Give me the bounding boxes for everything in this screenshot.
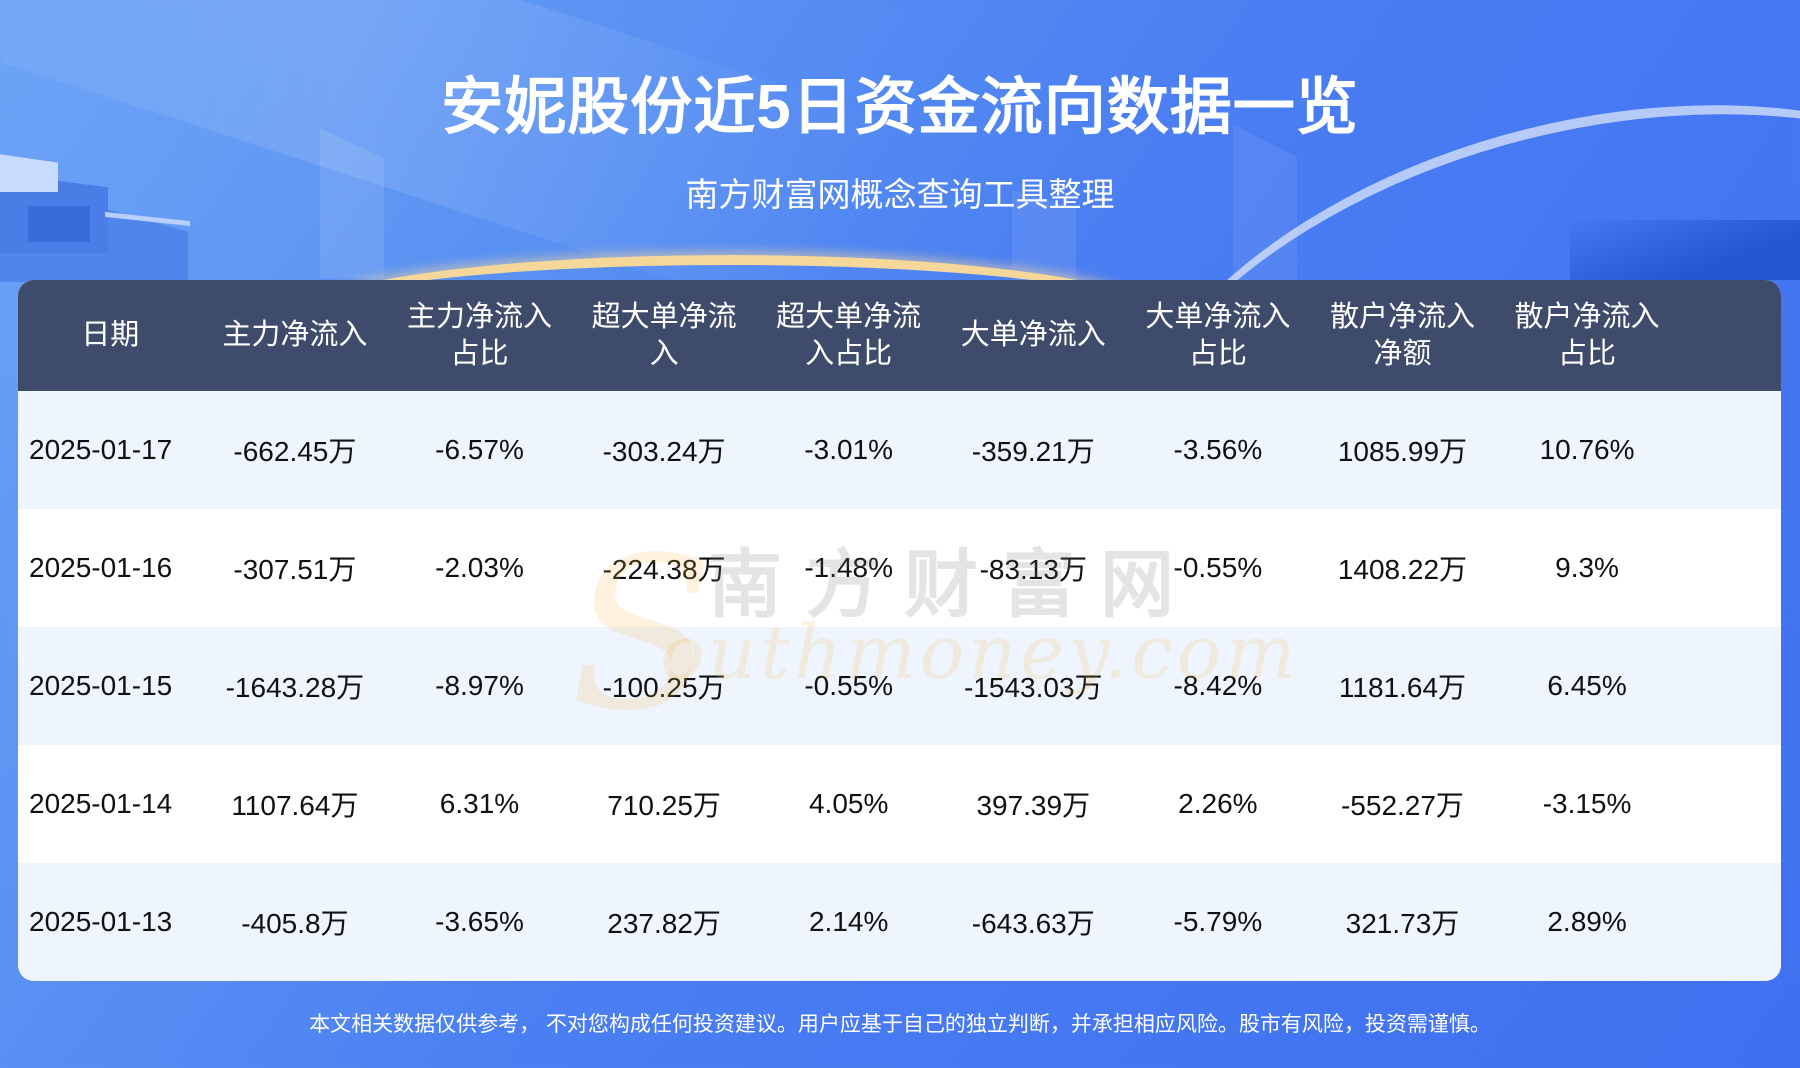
cell-super-large-net-inflow-ratio: -1.48% (804, 552, 894, 583)
cell-large-net-inflow: 397.39万 (976, 790, 1091, 821)
cell-main-net-inflow-ratio: -6.57% (435, 434, 524, 465)
cell-large-net-inflow-ratio: -5.79% (1173, 906, 1263, 937)
cell-large-net-inflow: -83.13万 (979, 554, 1087, 585)
table-header: 日期 主力净流入 主力净流入 占比 超大单净流入 超大单净流 入占比 大单净流入 大… (18, 280, 1781, 391)
column-header-main-net-inflow: 主力净流入 (222, 319, 368, 351)
cell-large-net-inflow: -643.63万 (971, 908, 1095, 939)
cell-date: 2025-01-14 (29, 788, 173, 819)
cell-large-net-inflow-ratio: -8.42% (1173, 670, 1263, 701)
cell-main-net-inflow-ratio: -2.03% (435, 552, 524, 583)
cell-large-net-inflow-ratio: 2.26% (1178, 788, 1258, 819)
cell-retail-net-inflow-ratio: 9.3% (1555, 552, 1619, 583)
cell-retail-net-inflow: 1085.99万 (1337, 436, 1468, 467)
cell-large-net-inflow-ratio: -3.56% (1173, 434, 1263, 465)
cell-retail-net-inflow-ratio: 10.76% (1539, 434, 1635, 465)
table-body: 2025-01-17 -662.45万 -6.57% -303.24万 -3.0… (18, 391, 1781, 981)
swoosh-decoration (1570, 220, 1800, 280)
table-row: 2025-01-14 1107.64万 6.31% 710.25万 4.05% … (18, 745, 1781, 863)
cell-super-large-net-inflow-ratio: 2.14% (808, 906, 889, 937)
cell-main-net-inflow-ratio: 6.31% (439, 788, 520, 819)
cell-super-large-net-inflow: 237.82万 (607, 908, 721, 939)
column-header-super-large-net-inflow-ratio: 超大单净流 入占比 (776, 300, 922, 370)
table-row: 2025-01-13 -405.8万 -3.65% 237.82万 2.14% … (18, 863, 1781, 981)
cell-super-large-net-inflow: -303.24万 (602, 436, 726, 467)
cell-super-large-net-inflow: -224.38万 (602, 554, 726, 585)
cell-retail-net-inflow: 1408.22万 (1337, 554, 1468, 585)
cell-main-net-inflow: 1107.64万 (231, 790, 359, 821)
cell-main-net-inflow: -307.51万 (233, 554, 357, 585)
column-header-large-net-inflow-ratio: 大单净流入 占比 (1145, 300, 1291, 370)
cell-super-large-net-inflow-ratio: 4.05% (808, 788, 889, 819)
cell-large-net-inflow: -359.21万 (971, 436, 1095, 467)
cell-retail-net-inflow-ratio: -3.15% (1542, 788, 1632, 819)
cell-retail-net-inflow: -552.27万 (1340, 790, 1464, 821)
column-header-date: 日期 (81, 319, 140, 351)
cell-super-large-net-inflow-ratio: -3.01% (804, 434, 894, 465)
table-row: 2025-01-15 -1643.28万 -8.97% -100.25万 -0.… (18, 627, 1781, 745)
cell-retail-net-inflow-ratio: 2.89% (1547, 906, 1627, 937)
cell-main-net-inflow: -662.45万 (233, 436, 357, 467)
cell-main-net-inflow: -1643.28万 (225, 672, 365, 703)
disclaimer-text: 本文相关数据仅供参考， 不对您构成任何投资建议。用户应基于自己的独立判断，并承担… (309, 1013, 1491, 1036)
page-title: 安妮股份近5日资金流向数据一览 (441, 73, 1359, 142)
cell-super-large-net-inflow-ratio: -0.55% (804, 670, 894, 701)
cell-retail-net-inflow-ratio: 6.45% (1547, 670, 1627, 701)
cell-super-large-net-inflow: -100.25万 (602, 672, 726, 703)
column-header-main-net-inflow-ratio: 主力净流入 占比 (406, 300, 552, 370)
cell-large-net-inflow: -1543.03万 (963, 672, 1103, 703)
cell-main-net-inflow-ratio: -3.65% (435, 906, 524, 937)
data-table-card: 日期 主力净流入 主力净流入 占比 超大单净流入 超大单净流 入占比 大单净流入 大… (18, 280, 1781, 981)
cell-main-net-inflow: -405.8万 (241, 908, 349, 939)
cell-super-large-net-inflow: 710.25万 (607, 790, 721, 821)
cell-main-net-inflow-ratio: -8.97% (435, 670, 524, 701)
cell-large-net-inflow-ratio: -0.55% (1173, 552, 1263, 583)
table-row: 2025-01-17 -662.45万 -6.57% -303.24万 -3.0… (18, 391, 1781, 509)
cell-retail-net-inflow: 1181.64万 (1338, 672, 1467, 703)
table-row: 2025-01-16 -307.51万 -2.03% -224.38万 -1.4… (18, 509, 1781, 627)
column-header-retail-net-inflow: 散户净流入 净额 (1329, 300, 1475, 370)
column-header-large-net-inflow: 大单净流入 (960, 319, 1106, 351)
cell-retail-net-inflow: 321.73万 (1345, 908, 1460, 939)
cell-date: 2025-01-15 (29, 670, 173, 701)
cell-date: 2025-01-17 (29, 434, 173, 465)
column-header-super-large-net-inflow: 超大单净流入 (591, 300, 737, 370)
cell-date: 2025-01-16 (29, 552, 173, 583)
page-subtitle: 南方财富网概念查询工具整理 (685, 176, 1115, 213)
column-header-retail-net-inflow-ratio: 散户净流入 占比 (1514, 300, 1660, 370)
cell-date: 2025-01-13 (29, 906, 173, 937)
building-illustration (0, 210, 188, 282)
